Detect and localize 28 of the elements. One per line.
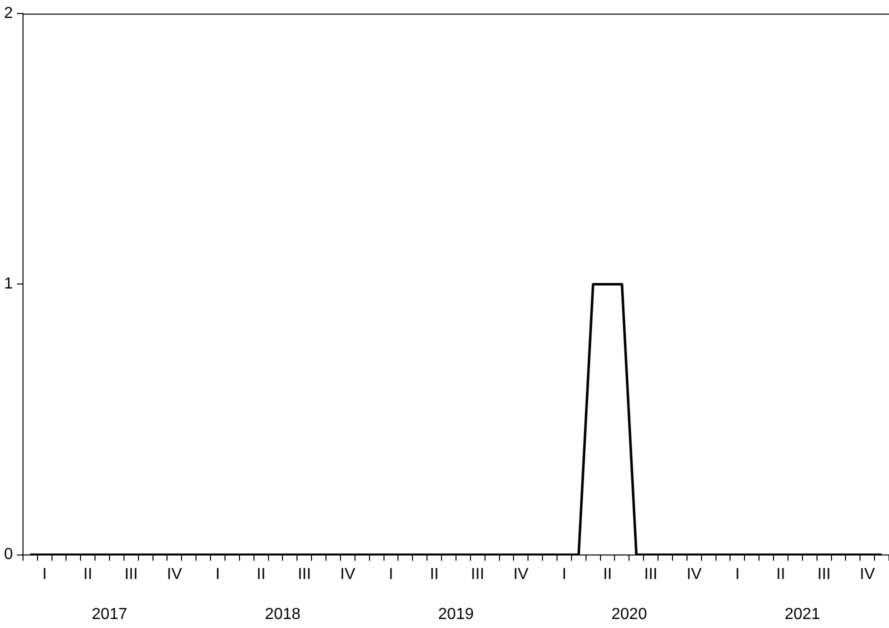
y-tick-label: 2 bbox=[4, 5, 13, 22]
x-tick-label: I bbox=[388, 566, 394, 583]
x-tick-label: II bbox=[256, 566, 266, 583]
y-tick-label: 0 bbox=[4, 546, 13, 564]
x-tick-label: II bbox=[430, 566, 439, 583]
x-tick-label: IV bbox=[340, 566, 356, 583]
text: 2020 bbox=[611, 606, 648, 624]
x-tick-label: III bbox=[470, 566, 484, 583]
x-tick-label: III bbox=[817, 566, 831, 583]
x-tick-label: II bbox=[603, 566, 612, 583]
x-tick-label: IV bbox=[860, 566, 876, 583]
x-tick-label: III bbox=[124, 566, 138, 583]
y-tick-label: 1 bbox=[4, 276, 13, 293]
x-tick-label: III bbox=[298, 566, 312, 583]
x-tick-label: I bbox=[216, 566, 220, 583]
x-tick-label: IV bbox=[166, 566, 182, 583]
x-tick-label: I bbox=[735, 566, 740, 583]
text: 2021 bbox=[784, 606, 820, 624]
x-tick-label: IV bbox=[686, 566, 702, 583]
x-tick-label: I bbox=[562, 566, 566, 583]
x-tick-label: II bbox=[776, 566, 786, 583]
x-tick-label: III bbox=[644, 566, 658, 583]
x-tick-label: I bbox=[42, 566, 47, 583]
x-tick-label: IV bbox=[513, 566, 529, 583]
text: 2017 bbox=[92, 606, 128, 624]
text: 2018 bbox=[264, 606, 301, 624]
x-tick-label: II bbox=[83, 566, 92, 583]
text: 2019 bbox=[438, 606, 474, 624]
